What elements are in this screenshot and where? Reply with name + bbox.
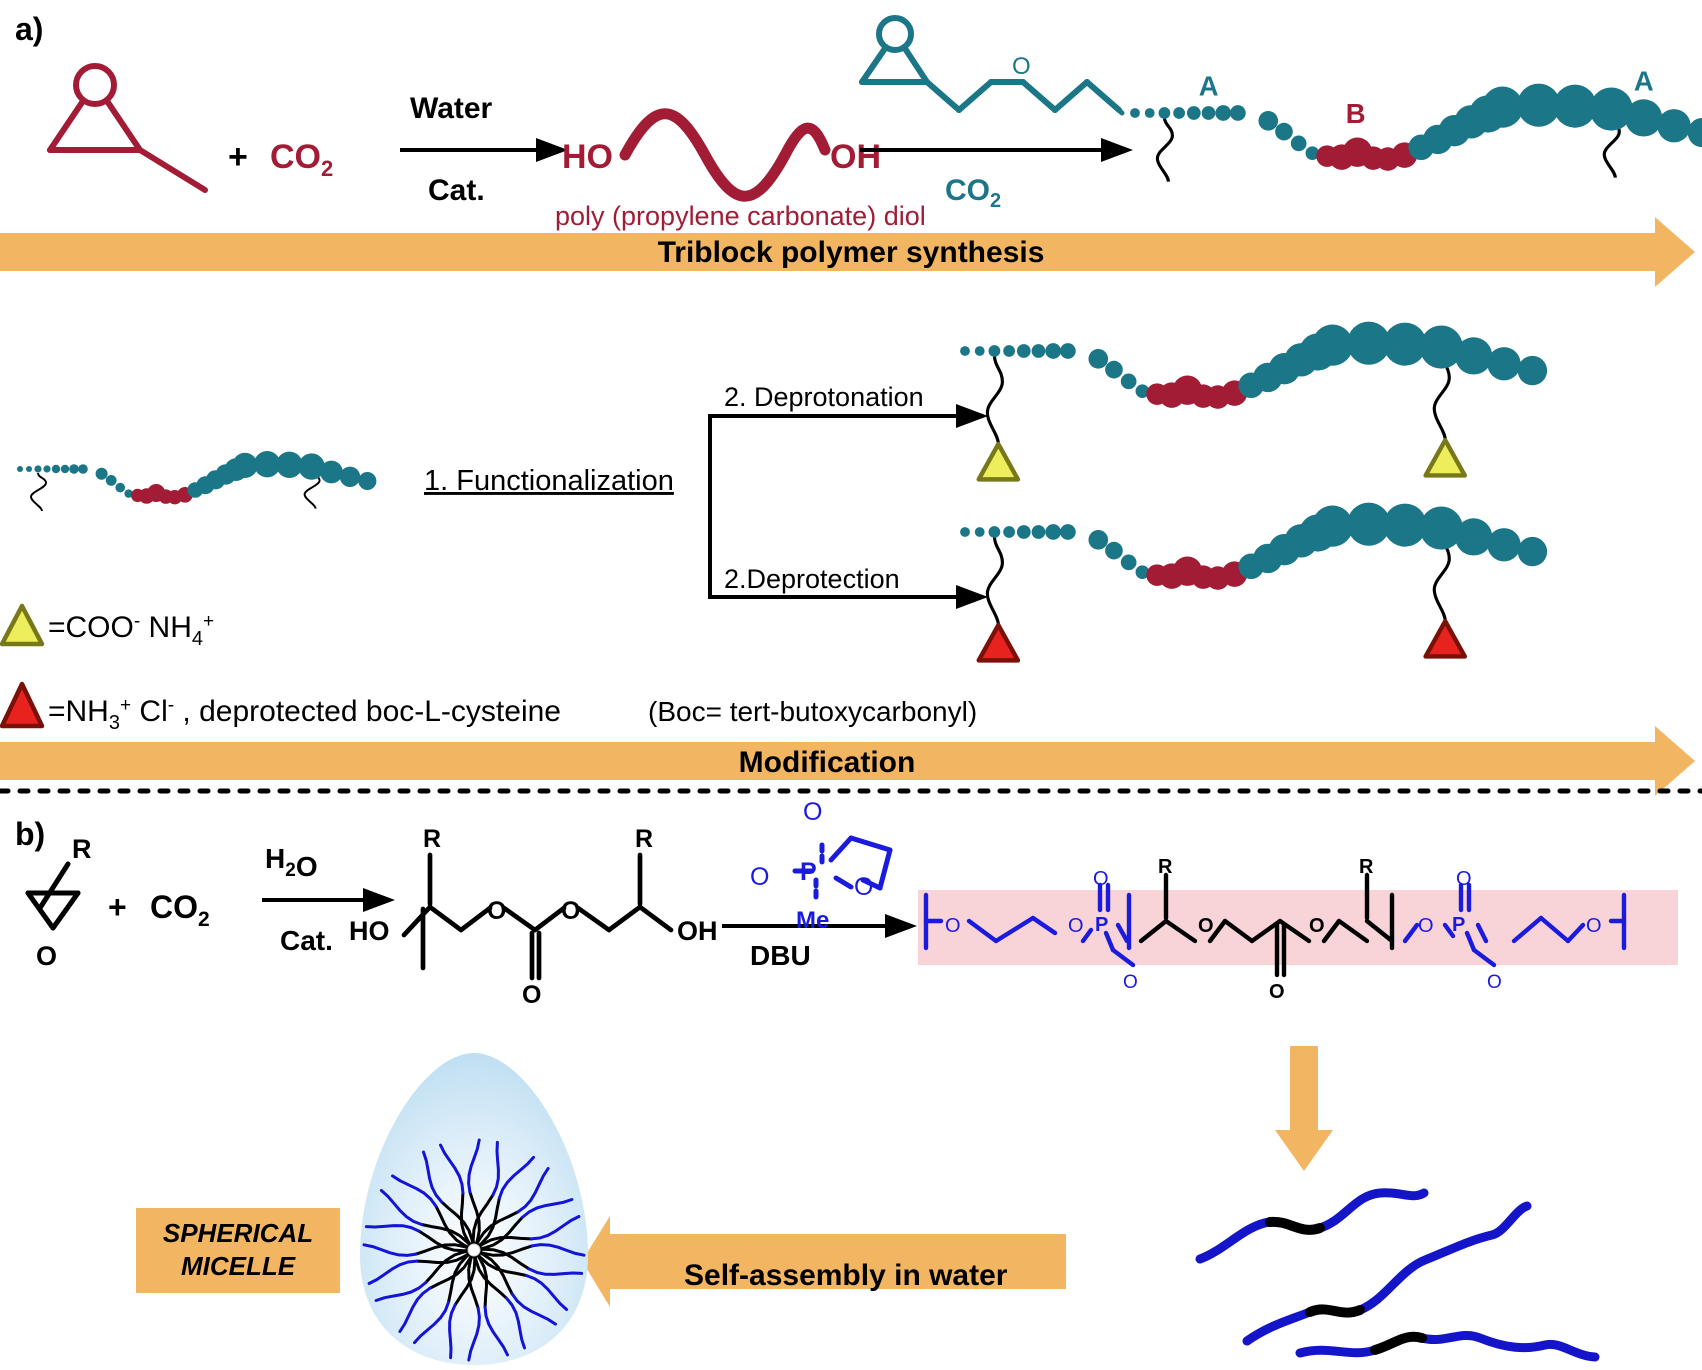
svg-text:SPHERICAL: SPHERICAL [163, 1218, 313, 1248]
svg-text:R: R [1359, 856, 1374, 878]
svg-text:R: R [1158, 856, 1173, 878]
svg-text:R: R [72, 834, 92, 864]
svg-text:Water: Water [410, 92, 493, 125]
svg-text:O: O [854, 873, 873, 901]
svg-text:O: O [522, 981, 541, 1009]
svg-text:DBU: DBU [750, 940, 811, 971]
svg-text:A: A [1199, 70, 1219, 101]
svg-text:OH: OH [830, 138, 881, 176]
svg-text:2.Deprotection: 2.Deprotection [724, 564, 900, 594]
svg-text:MICELLE: MICELLE [181, 1251, 296, 1281]
svg-text:O: O [1198, 915, 1214, 937]
svg-text:O: O [1068, 915, 1084, 937]
svg-text:O: O [1123, 972, 1138, 993]
svg-text:O: O [803, 798, 822, 826]
svg-text:(Boc= tert-butoxycarbonyl): (Boc= tert-butoxycarbonyl) [648, 696, 977, 727]
svg-text:poly (propylene carbonate) dio: poly (propylene carbonate) diol [555, 201, 926, 231]
svg-text:R: R [635, 825, 653, 853]
svg-text:OH: OH [677, 916, 718, 946]
svg-text:O: O [36, 941, 57, 971]
svg-text:O: O [1456, 868, 1472, 890]
svg-text:b): b) [15, 816, 45, 852]
svg-text:P: P [800, 858, 817, 886]
svg-text:P: P [1452, 914, 1465, 936]
svg-text:HO: HO [562, 138, 613, 176]
svg-text:2. Deprotonation: 2. Deprotonation [724, 382, 924, 412]
svg-text:R: R [423, 825, 441, 853]
svg-text:O: O [561, 897, 580, 925]
svg-text:O: O [1487, 972, 1502, 993]
svg-text:O: O [1309, 915, 1325, 937]
svg-text:O: O [1586, 915, 1602, 937]
svg-text:O: O [750, 863, 769, 891]
svg-text:O: O [1012, 53, 1031, 80]
svg-text:Cat.: Cat. [428, 174, 485, 207]
svg-text:O: O [1269, 981, 1285, 1003]
svg-text:A: A [1634, 65, 1654, 96]
svg-text:O: O [945, 915, 961, 937]
svg-text:Me: Me [796, 907, 829, 934]
svg-text:O: O [487, 897, 506, 925]
svg-text:O: O [1093, 868, 1109, 890]
svg-text:+: + [228, 138, 248, 176]
svg-text:1. Functionalization: 1. Functionalization [424, 465, 674, 497]
svg-text:O: O [1418, 915, 1434, 937]
svg-text:a): a) [15, 11, 43, 47]
svg-text:P: P [1095, 914, 1108, 936]
svg-text:Cat.: Cat. [280, 925, 333, 956]
svg-text:HO: HO [349, 916, 390, 946]
svg-text:Triblock polymer synthesis: Triblock polymer synthesis [658, 236, 1045, 269]
svg-text:+: + [108, 889, 127, 925]
svg-text:Modification: Modification [739, 746, 916, 779]
svg-text:B: B [1346, 98, 1366, 129]
svg-text:Self-assembly in water: Self-assembly in water [684, 1259, 1008, 1292]
